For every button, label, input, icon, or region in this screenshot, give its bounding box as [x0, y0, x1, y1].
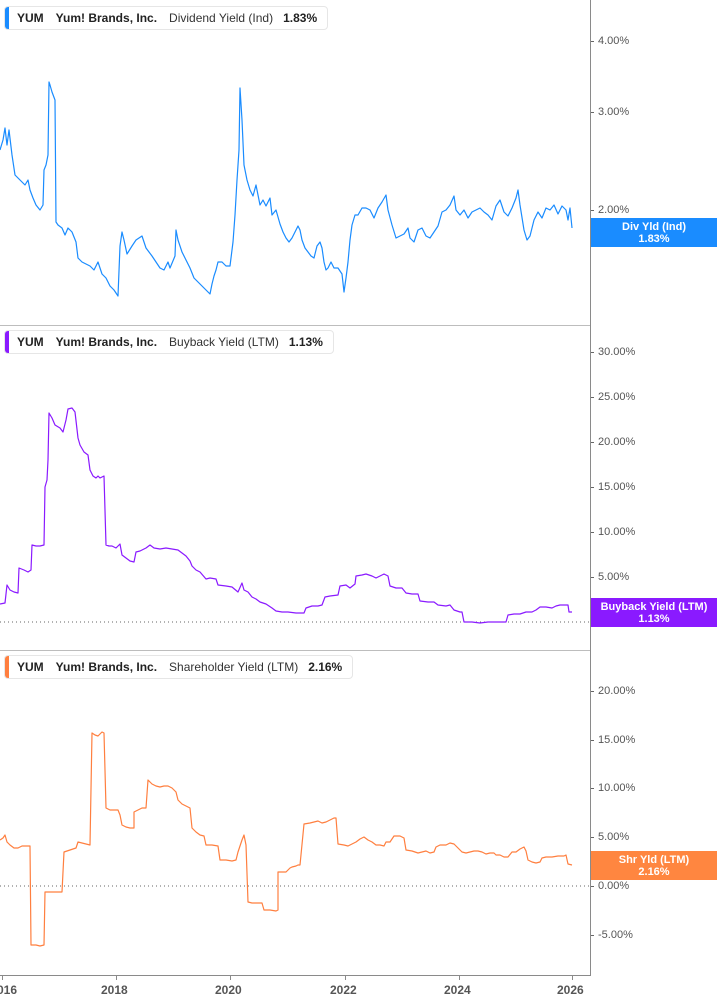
- company-name: Yum! Brands, Inc.: [55, 660, 158, 674]
- legend-buyback-yield[interactable]: YUM Yum! Brands, Inc. Buyback Yield (LTM…: [4, 330, 334, 354]
- metric-name: Buyback Yield (LTM): [169, 335, 279, 349]
- panel-divider-2: [0, 650, 590, 651]
- y-tick: 25.00%: [591, 391, 635, 403]
- dividend-yield-line: [0, 81, 573, 297]
- series-color-swatch: [5, 656, 9, 678]
- legend-dividend-yield[interactable]: YUM Yum! Brands, Inc. Dividend Yield (In…: [4, 6, 329, 30]
- y-tick: 3.00%: [591, 106, 629, 118]
- x-tick-mark: [2, 975, 3, 980]
- current-value-tag-shareholder: Shr Yld (LTM) 2.16%: [591, 851, 717, 880]
- y-tick: 5.00%: [591, 831, 629, 843]
- ticker-label: YUM: [17, 335, 44, 349]
- x-tick-label: 2018: [101, 983, 128, 997]
- legend-shareholder-yield[interactable]: YUM Yum! Brands, Inc. Shareholder Yield …: [4, 655, 354, 679]
- y-tick: 15.00%: [591, 481, 635, 493]
- y-tick: 30.00%: [591, 346, 635, 358]
- y-tick: 2.00%: [591, 204, 629, 216]
- x-tick-mark: [459, 975, 460, 980]
- x-tick-label: 2022: [330, 983, 357, 997]
- buyback-yield-line: [0, 407, 572, 624]
- metric-name: Dividend Yield (Ind): [169, 11, 274, 25]
- company-name: Yum! Brands, Inc.: [55, 11, 158, 25]
- current-value-tag-dividend: Div Yld (Ind) 1.83%: [591, 218, 717, 247]
- y-tick: -5.00%: [591, 929, 633, 941]
- y-tick: 20.00%: [591, 436, 635, 448]
- company-name: Yum! Brands, Inc.: [55, 335, 158, 349]
- ticker-label: YUM: [17, 660, 44, 674]
- x-tick-mark: [116, 975, 117, 980]
- current-value-tag-buyback: Buyback Yield (LTM) 1.13%: [591, 598, 717, 627]
- y-tick: 10.00%: [591, 782, 635, 794]
- y-axis-line: [590, 0, 591, 976]
- tag-value: 1.83%: [638, 233, 670, 245]
- y-tick: 15.00%: [591, 734, 635, 746]
- tag-label: Div Yld (Ind): [622, 221, 686, 233]
- chart-plot-area: [0, 81, 590, 947]
- panel-divider-1: [0, 325, 590, 326]
- metric-value: 2.16%: [308, 660, 343, 674]
- series-color-swatch: [5, 331, 9, 353]
- shareholder-yield-line: [0, 731, 573, 947]
- y-tick: 0.00%: [591, 880, 629, 892]
- x-tick-label: 2026: [557, 983, 584, 997]
- x-tick-label: 016: [0, 983, 18, 997]
- tag-label: Buyback Yield (LTM): [600, 601, 708, 613]
- ticker-label: YUM: [17, 11, 44, 25]
- x-tick-mark: [345, 975, 346, 980]
- y-tick: 4.00%: [591, 35, 629, 47]
- x-tick-label: 2020: [215, 983, 242, 997]
- y-tick: 5.00%: [591, 571, 629, 583]
- x-tick-label: 2024: [444, 983, 471, 997]
- y-tick: 20.00%: [591, 685, 635, 697]
- series-color-swatch: [5, 7, 9, 29]
- tag-value: 2.16%: [638, 866, 670, 878]
- y-tick: 10.00%: [591, 526, 635, 538]
- metric-value: 1.13%: [288, 335, 323, 349]
- metric-name: Shareholder Yield (LTM): [169, 660, 299, 674]
- x-tick-mark: [230, 975, 231, 980]
- tag-label: Shr Yld (LTM): [618, 854, 690, 866]
- metric-value: 1.83%: [283, 11, 318, 25]
- x-tick-mark: [572, 975, 573, 980]
- x-axis-baseline: [0, 975, 590, 976]
- tag-value: 1.13%: [638, 613, 670, 625]
